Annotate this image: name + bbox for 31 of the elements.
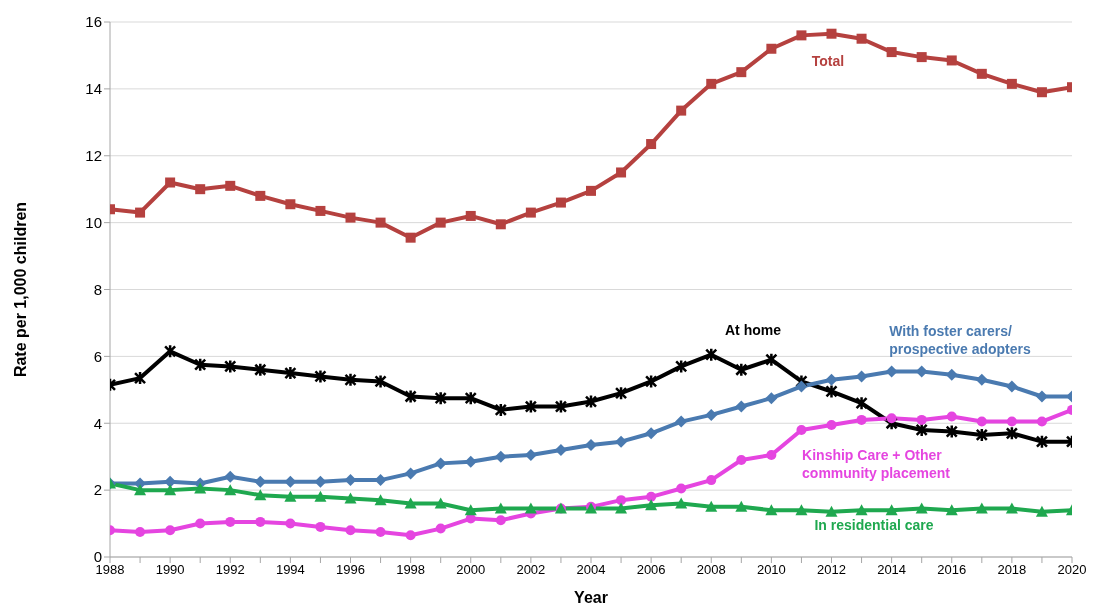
x-tick-label: 1996 bbox=[336, 562, 365, 578]
x-tick-label: 1998 bbox=[396, 562, 426, 578]
x-tick-label: 2014 bbox=[877, 562, 907, 578]
x-tick-label: 1992 bbox=[215, 562, 245, 578]
series-label: Kinship Care + Other community placement bbox=[802, 446, 950, 482]
x-tick-label: 2018 bbox=[997, 562, 1027, 578]
y-axis-title: Rate per 1,000 children bbox=[11, 201, 29, 378]
y-tick-label: 2 bbox=[93, 481, 102, 499]
x-tick-label: 2004 bbox=[576, 562, 606, 578]
x-tick-label: 2000 bbox=[456, 562, 486, 578]
y-tick-label: 6 bbox=[93, 347, 102, 365]
series-label: Total bbox=[811, 52, 845, 70]
x-tick-label: 2006 bbox=[636, 562, 666, 578]
x-axis-title: Year bbox=[574, 589, 608, 606]
series-label: With foster carers/ prospective adopters bbox=[889, 322, 1031, 358]
y-tick-label: 12 bbox=[85, 147, 102, 165]
x-tick-label: 2012 bbox=[817, 562, 846, 578]
x-tick-label: 2016 bbox=[937, 562, 967, 578]
y-tick-label: 4 bbox=[93, 414, 102, 432]
x-tick-label: 1990 bbox=[155, 562, 185, 578]
y-tick-label: 16 bbox=[85, 13, 102, 31]
x-tick-label: 2010 bbox=[756, 562, 786, 578]
x-tick-label: 1994 bbox=[275, 562, 305, 578]
x-tick-label: 2002 bbox=[516, 562, 546, 578]
y-tick-label: 14 bbox=[85, 80, 102, 98]
y-tick-label: 10 bbox=[85, 213, 102, 231]
y-tick-label: 8 bbox=[93, 280, 102, 298]
series-label: At home bbox=[725, 321, 781, 339]
series-label: In residential care bbox=[814, 516, 934, 534]
x-tick-label: 2020 bbox=[1057, 562, 1087, 578]
x-tick-label: 2008 bbox=[696, 562, 726, 578]
